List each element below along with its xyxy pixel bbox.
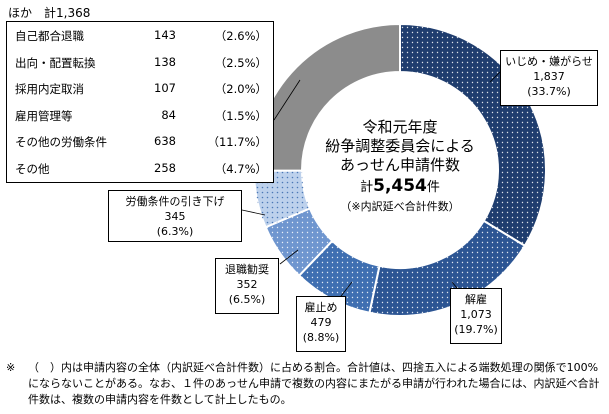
total-prefix: 計 [360, 180, 374, 195]
footnote-mark: ※ [6, 361, 16, 374]
leader-line-others [273, 79, 301, 121]
slice-label-hikisage: 労働条件の引き下げ [125, 195, 225, 208]
others-row: その他の労働条件 638 （11.7%） [7, 134, 273, 154]
slice-count-hikisage: 345 [164, 210, 186, 223]
others-item-pct: （11.7%） [207, 135, 267, 149]
callout-taishoku: 退職勧奨 352 (6.5%) [215, 258, 279, 314]
leader-line-hikisage [241, 209, 266, 216]
others-row: その他 258 （4.7%） [7, 161, 273, 181]
callout-ijime: いじめ・嫌がらせ 1,837 (33.7%) [500, 50, 598, 106]
others-item-pct: （4.7%） [214, 161, 267, 176]
chart-title-line: あっせん申請件数 [339, 156, 460, 174]
slice-count-kaiko: 1,073 [460, 308, 492, 321]
others-item-count: 638 [154, 134, 176, 148]
others-item-count: 138 [154, 54, 176, 69]
others-item-label: 雇用管理等 [15, 108, 73, 123]
slice-label-kaiko: 解雇 [465, 293, 487, 306]
footnote: ※ （ ）内は申請内容の全体（内訳延べ合計件数）に占める割合。合計値は、四捨五入… [6, 360, 606, 408]
others-item-label: 採用内定取消 [15, 82, 84, 96]
others-item-pct: （2.6%） [214, 29, 267, 43]
slice-label-ijime: いじめ・嫌がらせ [505, 55, 593, 68]
others-item-label: 自己都合退職 [15, 29, 84, 43]
slice-count-taishoku: 352 [236, 278, 258, 291]
chart-title: 令和元年度 紛争調整委員会による あっせん申請件数 [300, 118, 500, 175]
slice-pct-yatoidome: (8.8%) [302, 331, 340, 344]
chart-title-line: 紛争調整委員会による [325, 137, 475, 155]
others-row: 自己都合退職 143 （2.6%） [7, 28, 273, 48]
others-item-pct: （1.5%） [214, 108, 267, 123]
slice-count-ijime: 1,837 [533, 70, 565, 83]
others-item-pct: （2.5%） [214, 55, 267, 70]
others-item-label: その他の労働条件 [15, 135, 107, 149]
others-item-count: 143 [154, 28, 176, 42]
others-breakdown-box: 自己都合退職 143 （2.6%） 出向・配置転換 138 （2.5%） 採用内定取消 107… [6, 21, 274, 183]
slice-pattern [299, 240, 380, 313]
others-title: ほか 計1,368 [8, 6, 91, 20]
others-item-count: 258 [154, 160, 176, 175]
slice-pct-taishoku: (6.5%) [228, 293, 266, 306]
chart-title-line: 令和元年度 [362, 118, 438, 136]
others-item-pct: （2.0%） [214, 82, 267, 96]
others-row: 採用内定取消 107 （2.0%） [7, 81, 273, 101]
slice-pattern [254, 170, 310, 228]
slice-pattern [369, 220, 525, 316]
slice-label-yatoidome: 雇止め [304, 301, 338, 314]
footnote-text: （ ）内は申請内容の全体（内訳延べ合計件数）に占める割合。合計値は、四捨五入によ… [28, 361, 600, 406]
others-item-count: 107 [154, 81, 176, 95]
leader-line-ijime [489, 71, 501, 83]
slice-pct-ijime: (33.7%) [527, 85, 571, 98]
slice-pattern [265, 208, 333, 276]
others-row: 雇用管理等 84 （1.5%） [7, 108, 273, 128]
callout-hikisage: 労働条件の引き下げ 345 (6.3%) [108, 190, 242, 242]
callout-yatoidome: 雇止め 479 (8.8%) [296, 296, 346, 352]
total-value: 5,454 [373, 176, 427, 196]
slice-count-yatoidome: 479 [310, 316, 332, 329]
others-item-count: 84 [161, 107, 176, 122]
slice-pct-kaiko: (19.7%) [454, 323, 498, 336]
donut-center: 令和元年度 紛争調整委員会による あっせん申請件数 計5,454件 （※内訳延べ合計… [300, 118, 500, 216]
others-item-label: その他 [15, 161, 50, 176]
others-item-label: 出向・配置転換 [15, 55, 96, 70]
slice-pct-hikisage: (6.3%) [156, 225, 194, 238]
total-unit: 件 [426, 180, 440, 195]
others-row: 出向・配置転換 138 （2.5%） [7, 55, 273, 75]
callout-kaiko: 解雇 1,073 (19.7%) [450, 288, 502, 344]
total-count: 計5,454件 [300, 177, 500, 197]
total-note: （※内訳延べ合計件数） [340, 200, 460, 213]
slice-label-taishoku: 退職勧奨 [225, 263, 269, 276]
leader-line-taishoku [279, 249, 299, 265]
